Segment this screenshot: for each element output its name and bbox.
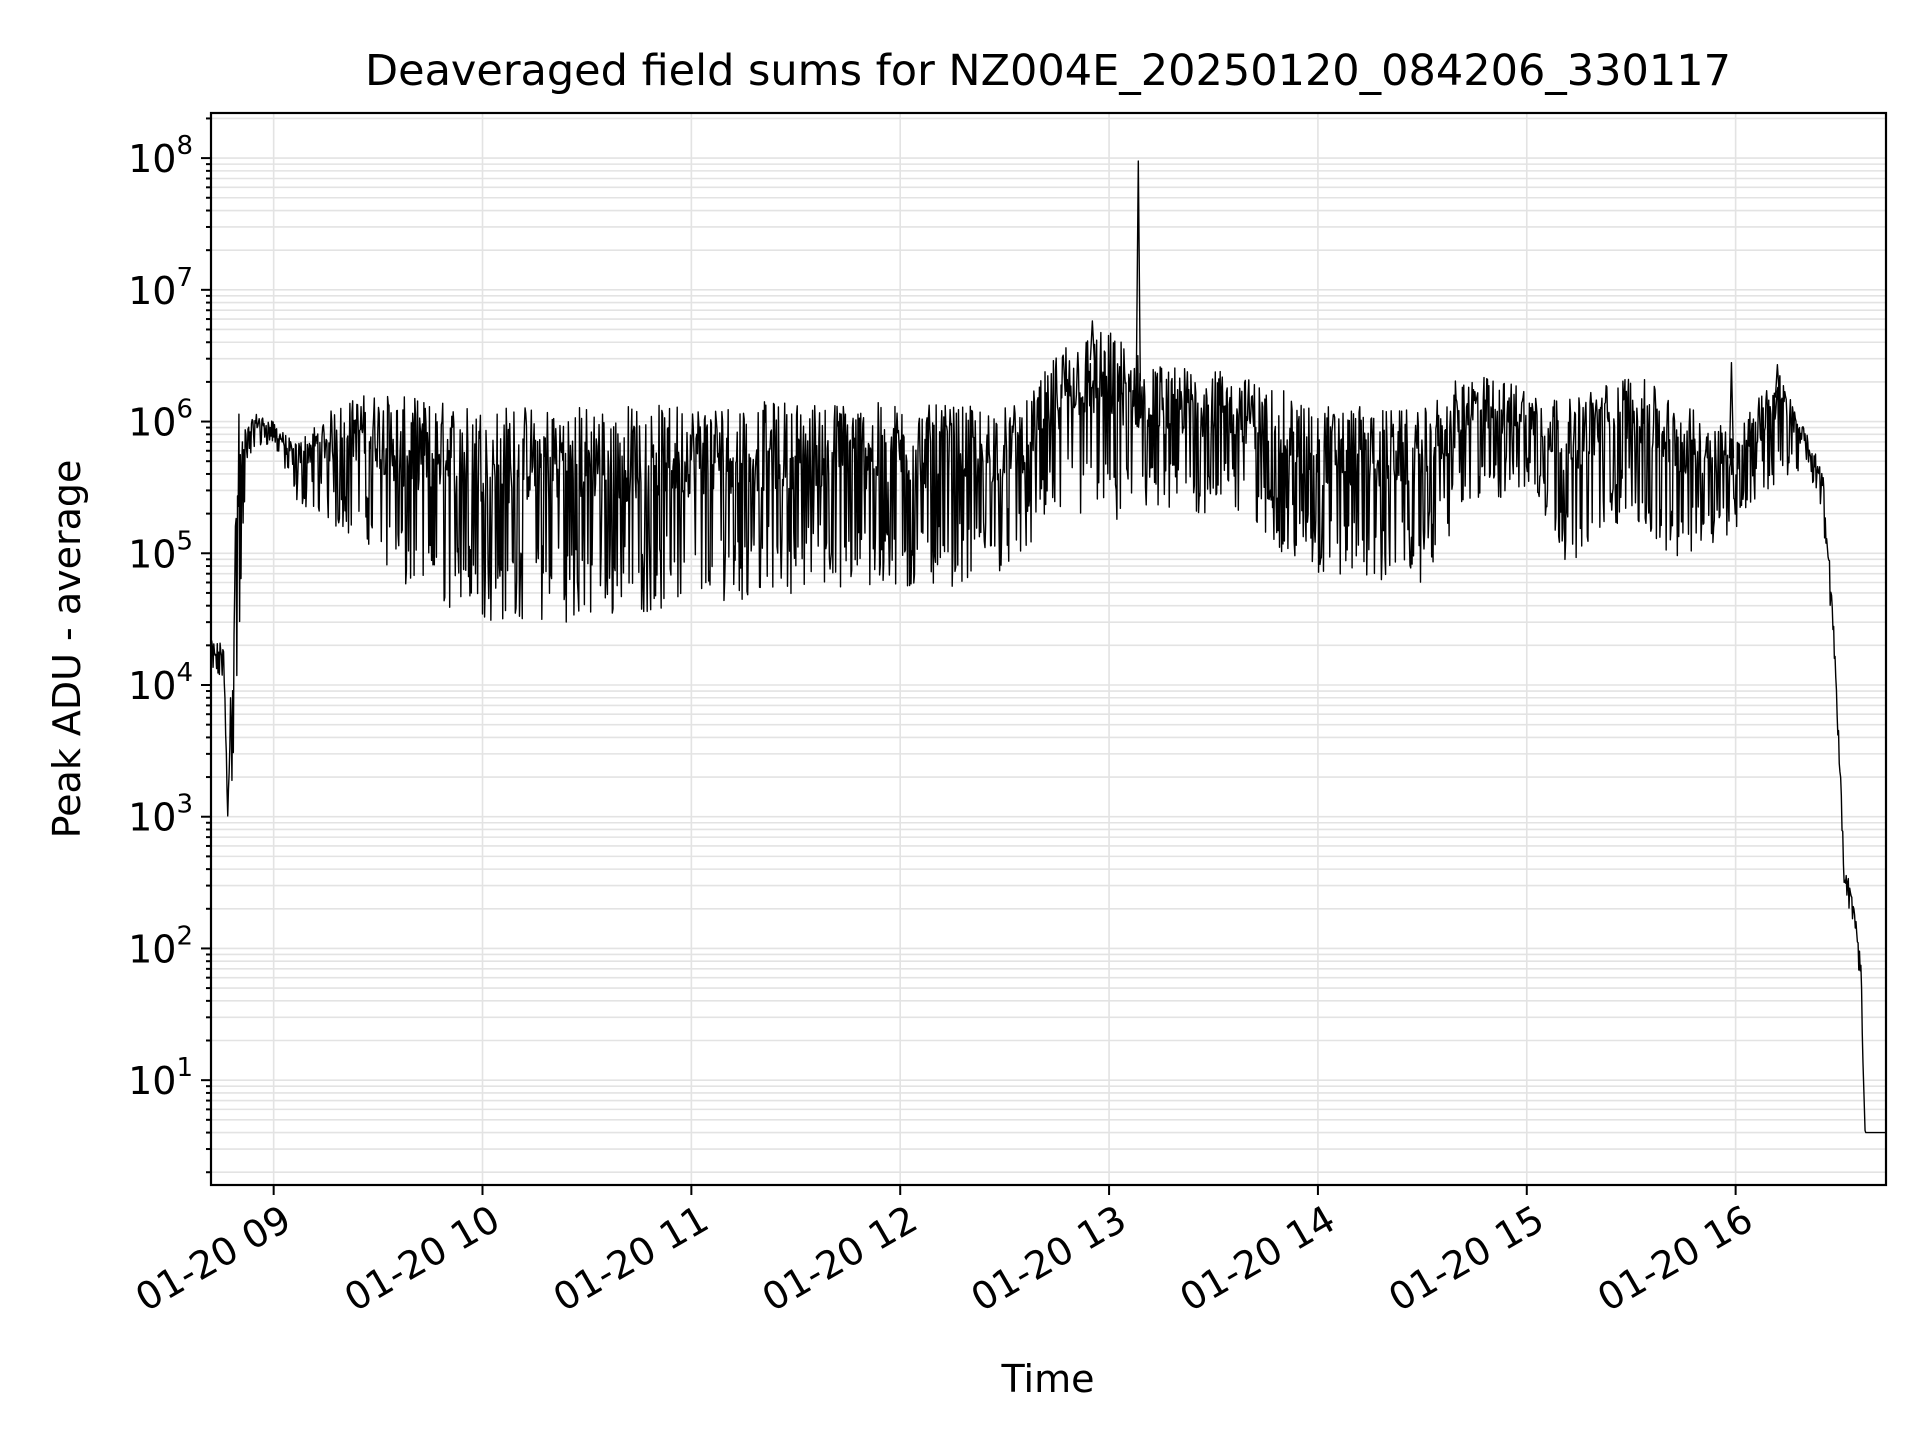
grid (211, 113, 1886, 1185)
y-tick-label-exponent: 2 (176, 921, 193, 951)
data-spike (1728, 361, 1735, 459)
y-tick-label: 103 (128, 790, 193, 840)
y-axis-label: Peak ADU - average (45, 460, 89, 839)
y-tick-label: 101 (128, 1053, 193, 1103)
data-spike (1089, 320, 1096, 361)
chart-title: Deaveraged field sums for NZ004E_2025012… (365, 46, 1731, 96)
y-tick-label-base: 10 (128, 532, 176, 576)
y-tick-label: 106 (128, 395, 193, 445)
y-tick-label: 107 (128, 263, 193, 313)
data-spike (1774, 364, 1781, 398)
y-tick-label-base: 10 (128, 927, 176, 971)
plot-frame (209, 111, 1888, 1187)
y-tick-label-exponent: 1 (176, 1053, 193, 1083)
data-spike (1135, 160, 1142, 382)
y-tick-label-exponent: 3 (176, 790, 193, 820)
y-tick-label: 108 (128, 131, 193, 181)
x-axis-label: Time (1001, 1357, 1095, 1401)
data-series-line (210, 331, 1886, 1134)
y-tick-label-base: 10 (128, 1059, 176, 1103)
y-tick-label-exponent: 7 (176, 263, 193, 293)
y-tick-label-exponent: 6 (176, 395, 193, 425)
y-tick-label: 104 (128, 658, 193, 708)
y-tick-label: 105 (128, 526, 193, 576)
y-tick-label-base: 10 (128, 269, 176, 313)
y-tick-label-base: 10 (128, 401, 176, 445)
y-tick-label-base: 10 (128, 137, 176, 181)
y-tick-label-exponent: 4 (176, 658, 193, 688)
plot-area (210, 160, 1886, 1134)
y-tick-label-base: 10 (128, 664, 176, 708)
y-tick-label-exponent: 5 (176, 526, 193, 556)
y-tick-label: 102 (128, 921, 193, 971)
y-tick-label-base: 10 (128, 796, 176, 840)
y-tick-label-exponent: 8 (176, 131, 193, 161)
